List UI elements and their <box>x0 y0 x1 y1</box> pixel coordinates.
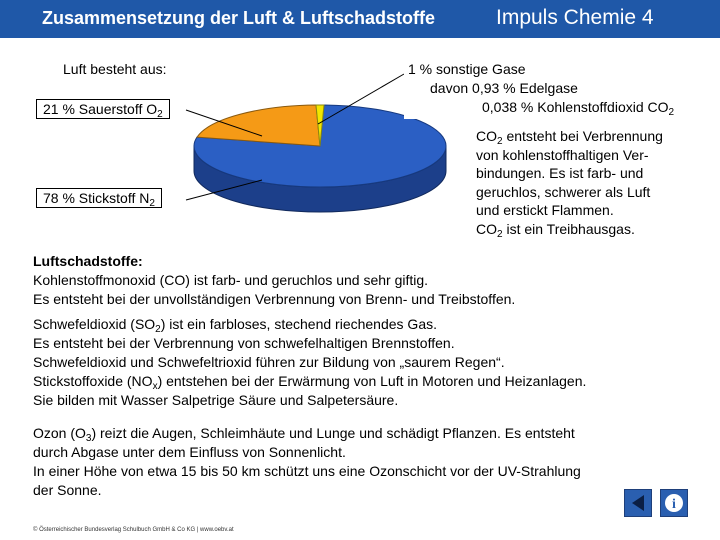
book-title: Impuls Chemie 4 <box>496 6 654 29</box>
back-button[interactable] <box>624 489 652 517</box>
diagram-heading: Luft besteht aus: <box>63 61 167 77</box>
oxygen-label: 21 % Sauerstoff O2 <box>36 99 170 120</box>
co2-info: CO2 entsteht bei Verbrennung von kohlens… <box>476 128 663 240</box>
pollutants-heading: Luftschadstoffe: <box>33 253 143 269</box>
back-arrow-icon <box>632 495 644 511</box>
nitrogen-label: 78 % Stickstoff N2 <box>36 188 162 209</box>
leader-line-other <box>317 73 405 125</box>
pie-slice-other <box>315 104 325 147</box>
other-gases-label: 1 % sonstige Gase davon 0,93 % Edelgase … <box>404 59 696 119</box>
svg-text:i: i <box>672 497 676 512</box>
header-bar: Zusammensetzung der Luft & Luftschadstof… <box>0 0 720 38</box>
copyright-footer: © Österreichischer Bundesverlag Schulbuc… <box>33 527 234 533</box>
page-title: Zusammensetzung der Luft & Luftschadstof… <box>42 8 436 28</box>
pollutants-text: Luftschadstoffe: Kohlenstoffmonoxid (CO)… <box>33 253 587 498</box>
pie-slice-oxygen <box>196 104 321 147</box>
info-button[interactable]: i <box>660 489 688 517</box>
leader-line-oxygen <box>185 109 263 137</box>
info-icon: i <box>665 494 683 512</box>
leader-line-nitrogen <box>185 179 263 201</box>
